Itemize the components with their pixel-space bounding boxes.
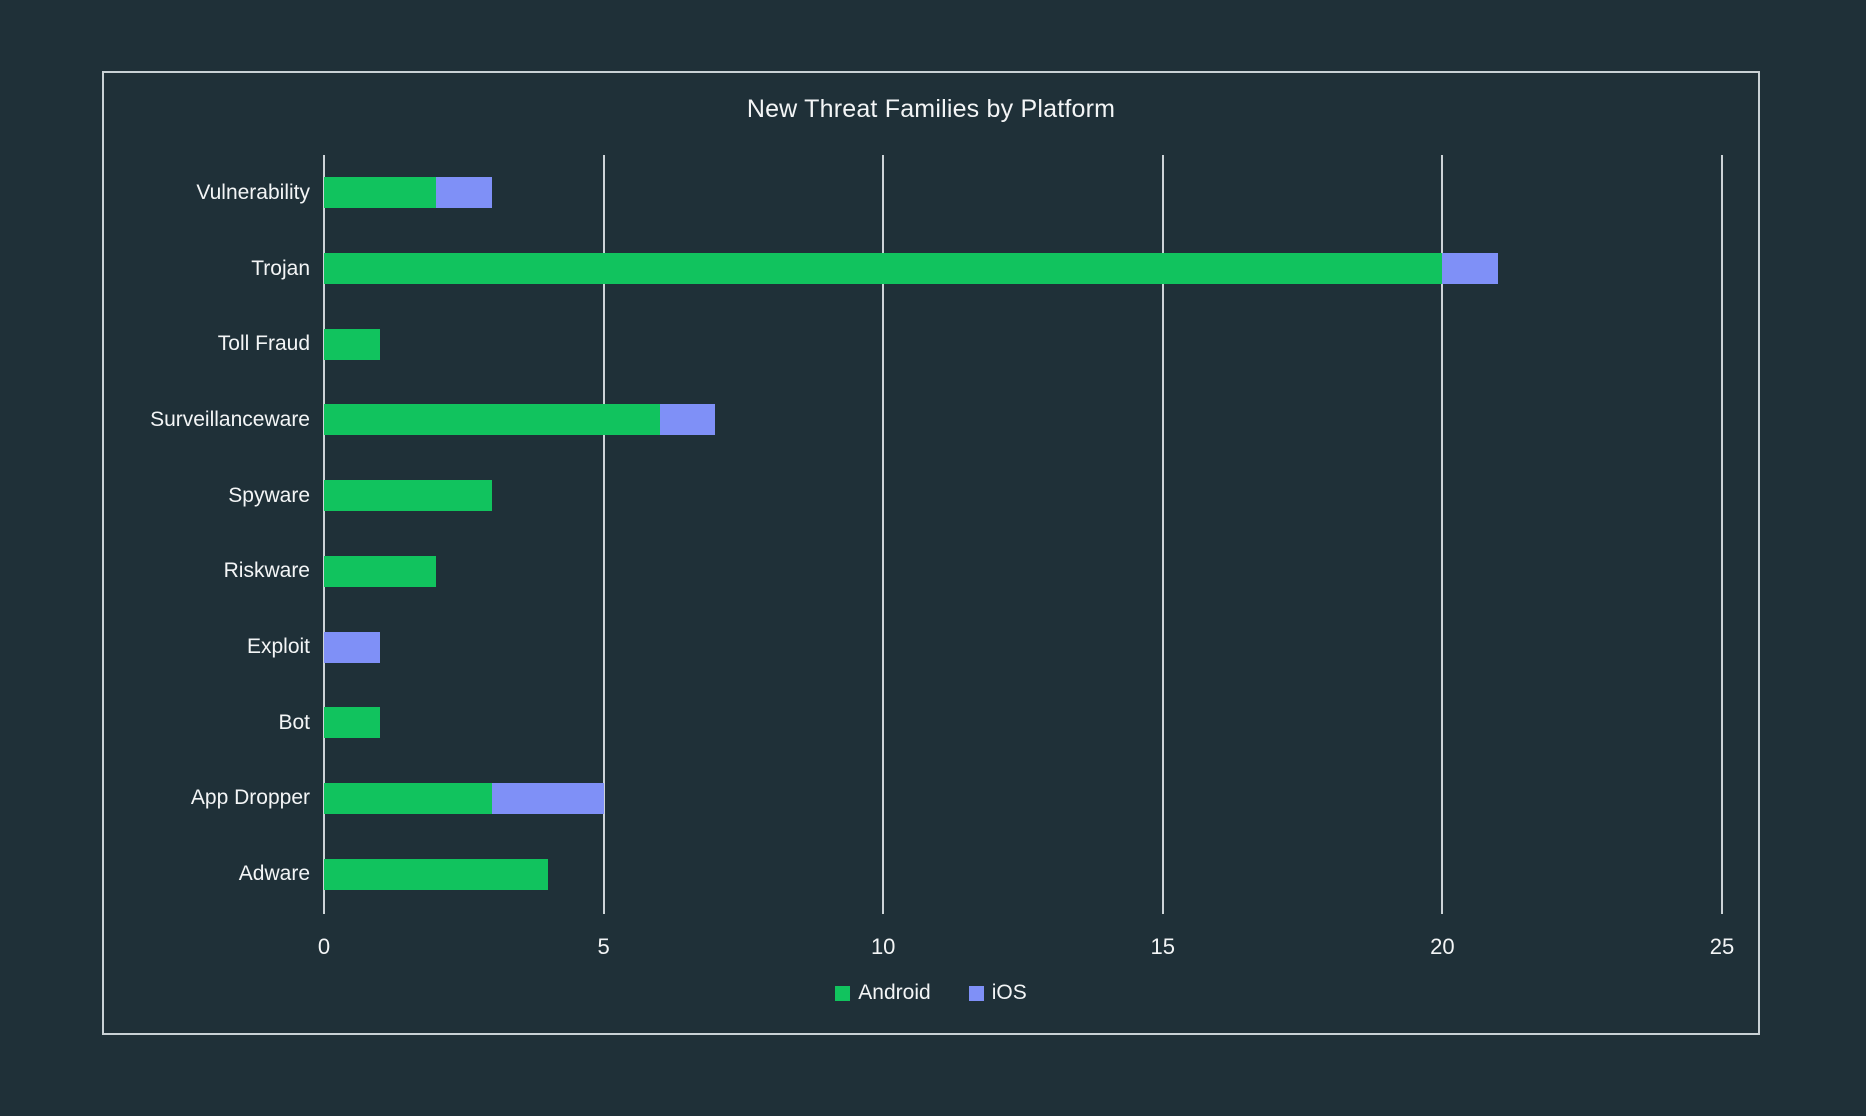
bar-segment-android [324,480,492,512]
gridline [1441,155,1444,914]
y-axis-label: Exploit [246,635,310,659]
bar-segment-android [324,858,548,890]
legend: Android iOS [104,981,1758,1005]
bar-segment-android [324,253,1443,285]
y-axis-label: App Dropper [190,786,310,810]
plot-area: 0 5 10 15 20 25 [318,155,1734,959]
y-axis-label: Adware [238,862,310,886]
gridline [323,155,325,914]
gridline [882,155,885,914]
bar-segment-ios [659,404,716,436]
bar-segment-android [324,782,492,814]
chart-frame: New Threat Families by Platform 0 5 10 15 20… [102,71,1760,1035]
legend-swatch-android [835,985,851,1001]
bar-segment-android [324,404,660,436]
bar-segment-ios [491,782,604,814]
y-axis-label: Toll Fraud [217,332,310,356]
legend-item-android: Android [835,981,931,1005]
x-axis-tick-label: 15 [1150,934,1176,959]
bar-segment-android [324,555,436,587]
y-axis-label: Spyware [228,483,310,507]
legend-label-ios: iOS [991,981,1027,1004]
legend-swatch-ios [968,985,984,1001]
x-axis-tick-label: 20 [1430,934,1455,959]
y-axis-label: Surveillanceware [150,407,310,431]
y-axis-label: Bot [278,710,310,734]
legend-item-ios: iOS [968,981,1027,1005]
x-axis-tick-label: 5 [597,934,610,959]
x-axis-tick-label: 0 [317,934,331,959]
y-axis-label: Riskware [223,559,310,583]
bar-segment-android [324,177,436,209]
gridline [1161,155,1164,914]
chart-title: New Threat Families by Platform [746,95,1116,123]
y-axis-label: Vulnerability [196,180,310,204]
bar-segment-android [324,328,380,360]
x-axis-tick-label: 10 [870,934,896,959]
gridline [602,155,605,914]
y-axis-label: Trojan [251,256,310,280]
bar-segment-android [324,707,380,739]
bar-segment-ios [324,631,380,663]
gridline [1721,155,1723,914]
bar-segment-ios [435,177,492,209]
bar-segment-ios [1442,253,1499,285]
legend-label-android: Android [858,981,931,1004]
x-axis-tick-label: 25 [1709,934,1735,959]
